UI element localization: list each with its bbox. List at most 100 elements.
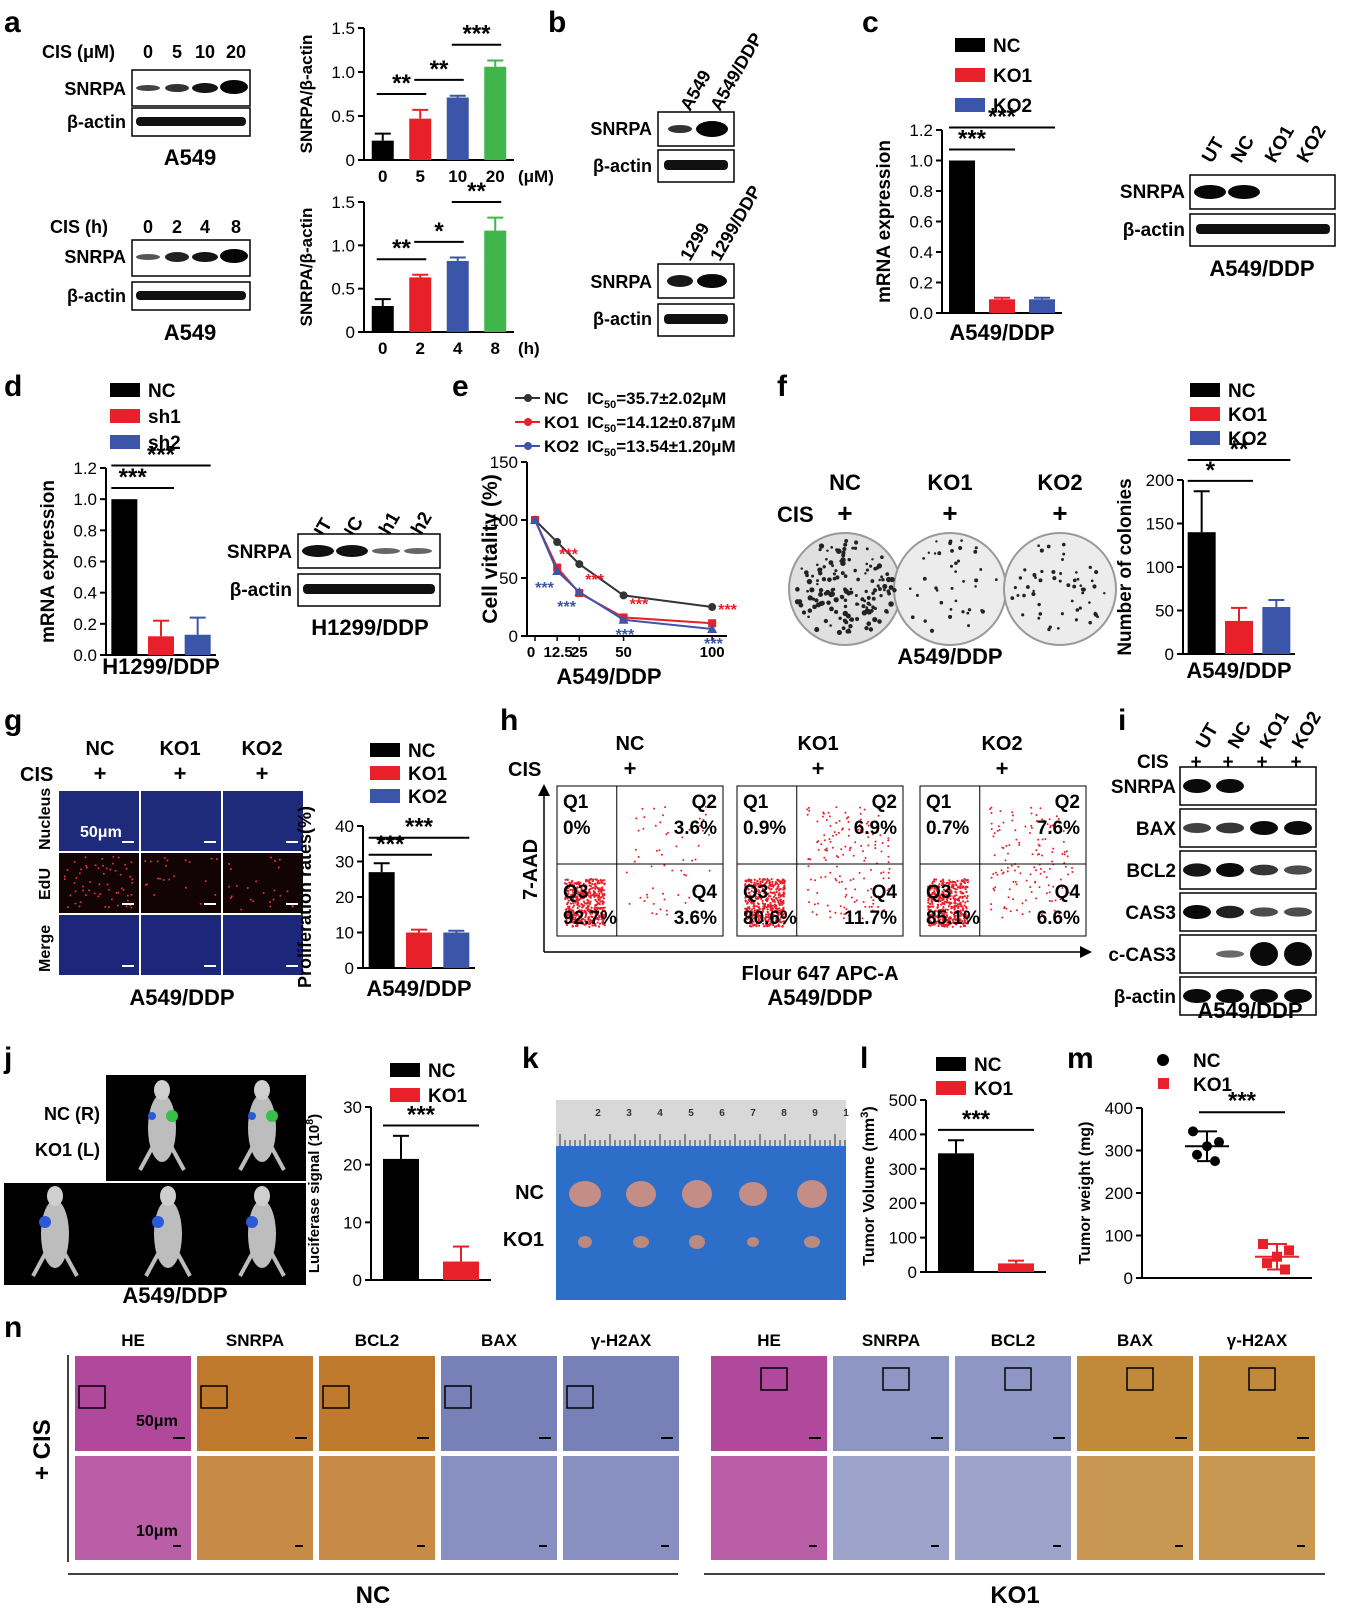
ihc-tile-high [1077, 1456, 1193, 1560]
edu-dot [210, 857, 213, 860]
legend-label: KO2 [544, 437, 579, 456]
event-dot [752, 902, 755, 905]
event-dot [847, 816, 850, 819]
scale-label: 10μm [136, 1523, 178, 1540]
lane-label: KO2 [1288, 708, 1326, 752]
event-dot [682, 859, 685, 862]
event-dot [1035, 849, 1038, 852]
event-dot [748, 924, 752, 927]
event-dot [777, 893, 781, 897]
event-dot [814, 879, 817, 882]
colony [846, 590, 852, 596]
colony [934, 586, 938, 590]
mouse-head [47, 1186, 63, 1206]
event-dot [677, 894, 680, 897]
event-dot [952, 880, 955, 884]
event-dot [596, 882, 599, 885]
event-dot [780, 913, 784, 916]
event-dot [763, 925, 766, 928]
event-dot [816, 820, 819, 823]
luciferase-signal [152, 1216, 164, 1228]
event-dot [601, 920, 605, 923]
edu-dot [228, 885, 231, 888]
colony [1074, 618, 1078, 622]
event-dot [650, 865, 653, 868]
colony [795, 587, 800, 592]
sig-stars: *** [585, 572, 604, 589]
event-dot [771, 891, 774, 894]
event-dot [773, 903, 777, 906]
event-dot [760, 897, 763, 901]
quadrant-name: Q4 [1055, 882, 1081, 903]
event-dot [834, 911, 837, 914]
event-dot [603, 909, 606, 912]
event-dot [749, 920, 752, 923]
event-dot [751, 922, 754, 925]
colony [958, 546, 963, 550]
legend-marker [524, 442, 532, 450]
colony [1037, 602, 1041, 607]
colony [806, 578, 813, 585]
event-dot [1005, 907, 1008, 910]
blot-band [1216, 950, 1244, 958]
event-dot [755, 920, 758, 923]
event-dot [1039, 807, 1042, 810]
event-dot [839, 905, 842, 908]
event-dot [1051, 860, 1054, 863]
colony [1032, 573, 1037, 577]
edu-dot [185, 886, 188, 889]
event-dot [1063, 853, 1066, 856]
event-dot [658, 849, 661, 852]
event-dot [565, 921, 568, 924]
event-dot [566, 896, 569, 900]
blot-band [667, 275, 693, 287]
colony [882, 588, 886, 592]
blot-band [1250, 821, 1278, 835]
event-dot [589, 900, 592, 903]
event-dot [572, 901, 575, 905]
group-label: KO1 [990, 1582, 1039, 1609]
colony [832, 576, 837, 581]
colony [994, 578, 998, 582]
event-dot [829, 871, 832, 874]
event-dot [574, 901, 577, 904]
event-dot [753, 904, 756, 908]
event-dot [659, 908, 662, 911]
legend-label: NC [1228, 381, 1256, 402]
event-dot [766, 903, 770, 907]
legend-label: NC [993, 36, 1021, 57]
lane-label: KO2 [1293, 122, 1331, 166]
lane-label: KO1 [1256, 708, 1294, 753]
colony [1058, 579, 1062, 583]
colony [823, 591, 828, 596]
flow-ylabel: 7-AAD [520, 839, 542, 900]
legend-swatch [936, 1057, 966, 1071]
blot-band [165, 252, 189, 262]
event-dot [702, 818, 705, 821]
legend-swatch [390, 1063, 420, 1077]
event-dot [949, 897, 952, 901]
data-point [1262, 1258, 1272, 1269]
y-tick-label: 0 [908, 1263, 917, 1282]
tumor-background [556, 1146, 846, 1300]
event-dot [844, 895, 847, 898]
event-dot [772, 920, 775, 924]
event-dot [849, 846, 852, 849]
edu-dot [125, 867, 128, 870]
event-dot [748, 891, 751, 894]
event-dot [772, 914, 775, 917]
data-point [619, 591, 628, 600]
plus-sign: + [837, 498, 852, 528]
event-dot [887, 887, 890, 890]
event-dot [580, 911, 583, 914]
event-dot [754, 897, 757, 900]
edu-dot [126, 899, 129, 902]
colony [854, 616, 860, 622]
event-dot [643, 899, 646, 902]
colony [866, 621, 872, 627]
colony [798, 602, 804, 608]
colony [863, 599, 867, 603]
edu-dot [199, 902, 202, 905]
event-dot [808, 809, 811, 812]
blot-band [1284, 865, 1312, 875]
